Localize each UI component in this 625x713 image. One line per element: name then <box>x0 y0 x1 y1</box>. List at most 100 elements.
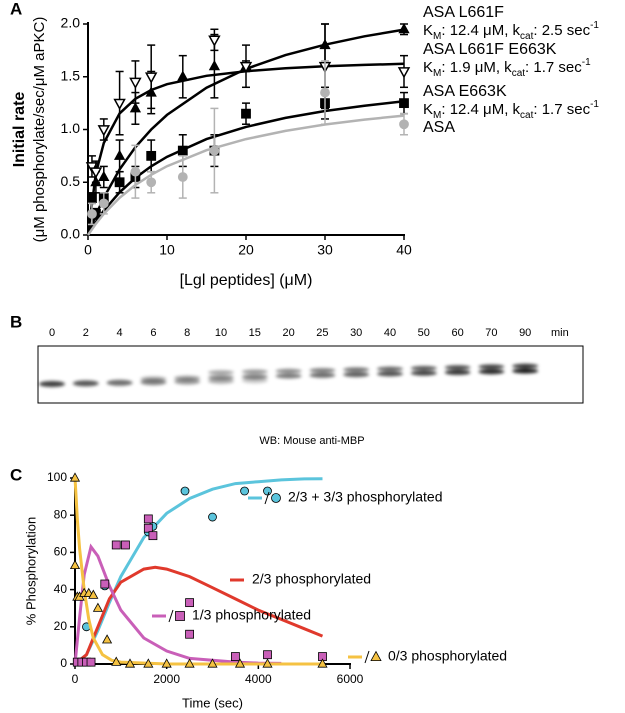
point <box>185 629 194 639</box>
point <box>317 658 328 668</box>
x-tick-label: 2000 <box>153 672 180 686</box>
point <box>148 531 158 541</box>
lane-label: 30 <box>350 327 362 339</box>
lane-label: 15 <box>249 327 261 339</box>
annotation: KM: 12.4 μM, kcat: 2.5 sec-1 <box>423 20 599 42</box>
annotation: KM: 12.4 μM, kcat: 1.7 sec-1 <box>423 99 599 121</box>
point <box>184 658 195 668</box>
band <box>343 367 370 372</box>
annotation-part: : 1.9 μM, k <box>441 59 512 76</box>
band-group <box>377 366 403 377</box>
annotation-part: M <box>433 31 441 42</box>
band-group <box>444 365 471 375</box>
legend-slash <box>168 609 174 623</box>
legend-label: 2/3 + 3/3 phosphorylated <box>288 489 443 505</box>
band-group <box>106 379 133 386</box>
legend-label: ASA L661F <box>423 4 504 21</box>
point <box>129 77 142 89</box>
lane-label: 20 <box>282 327 294 339</box>
band <box>174 375 201 381</box>
annotation-part: : 2.5 sec <box>533 22 590 39</box>
y-tick-label: 1.5 <box>61 67 81 83</box>
band <box>241 377 268 384</box>
panel-label: B <box>10 312 22 331</box>
point <box>97 125 111 137</box>
y-tick-label: 40 <box>54 582 68 596</box>
point <box>124 658 136 668</box>
annotation-part: K <box>423 101 433 118</box>
band-group <box>512 363 539 374</box>
point <box>113 149 126 160</box>
point <box>121 540 130 550</box>
point <box>240 486 249 496</box>
annotation-part: cat <box>520 31 534 42</box>
point <box>98 170 110 181</box>
lane-label: 25 <box>316 327 328 339</box>
band-group <box>140 376 167 386</box>
point <box>208 35 221 47</box>
point <box>175 611 185 621</box>
legend-label: 2/3 phosphorylated <box>252 571 371 587</box>
point <box>86 657 96 667</box>
lane-unit: min <box>551 327 569 339</box>
point <box>88 589 99 599</box>
point <box>208 59 221 71</box>
lane-label: 60 <box>451 327 463 339</box>
annotation-part: : 12.4 μM, k <box>441 101 520 118</box>
band-group <box>410 365 437 376</box>
lane-label: 6 <box>150 327 156 339</box>
band-group <box>39 381 65 387</box>
annotation-part: : 1.7 sec <box>533 101 590 118</box>
point <box>208 512 217 522</box>
point <box>113 98 126 111</box>
band <box>410 370 437 376</box>
panel-label: C <box>10 465 22 484</box>
band <box>309 368 336 373</box>
band <box>377 371 403 377</box>
point <box>262 658 273 668</box>
band-group <box>275 368 302 379</box>
y-tick-label: 20 <box>54 619 68 633</box>
point <box>69 472 81 482</box>
point <box>143 514 153 524</box>
point <box>85 162 99 174</box>
band-group <box>309 368 336 378</box>
legend-slash <box>264 491 270 505</box>
x-tick-label: 6000 <box>337 672 364 686</box>
band <box>343 372 370 378</box>
band <box>410 365 437 371</box>
point <box>271 493 281 503</box>
legend-label: 0/3 phosphorylated <box>388 648 507 664</box>
annotation-part: -1 <box>590 99 599 110</box>
point <box>146 177 157 188</box>
legend-slash <box>364 650 370 664</box>
y-tick-label: 0 <box>60 656 67 670</box>
x-title: Time (sec) <box>182 695 243 710</box>
point <box>231 652 240 661</box>
annotation-part: cat <box>520 110 534 121</box>
point <box>130 166 141 177</box>
annotation-part: : 12.4 μM, k <box>441 22 520 39</box>
point <box>177 172 188 182</box>
point <box>234 658 246 668</box>
y-subtitle: (μM phosphorylate/sec/μM aPKC) <box>31 17 48 243</box>
point <box>92 602 103 612</box>
x-tick-label: 40 <box>396 242 412 258</box>
band <box>241 374 268 380</box>
point <box>129 102 142 113</box>
point <box>143 658 154 668</box>
point <box>114 177 125 188</box>
legend-label: ASA <box>423 119 455 136</box>
band <box>512 368 539 374</box>
y-tick-label: 100 <box>47 470 67 484</box>
y-tick-label: 1.0 <box>61 120 81 136</box>
blot-caption: WB: Mouse anti-MBP <box>259 435 364 447</box>
point <box>239 61 253 74</box>
y-title: % Phosphorylation <box>23 517 38 625</box>
point <box>100 579 110 589</box>
annotation-part: K <box>423 59 433 76</box>
band <box>140 376 167 382</box>
point <box>263 650 272 660</box>
lane-label: 40 <box>384 327 396 339</box>
